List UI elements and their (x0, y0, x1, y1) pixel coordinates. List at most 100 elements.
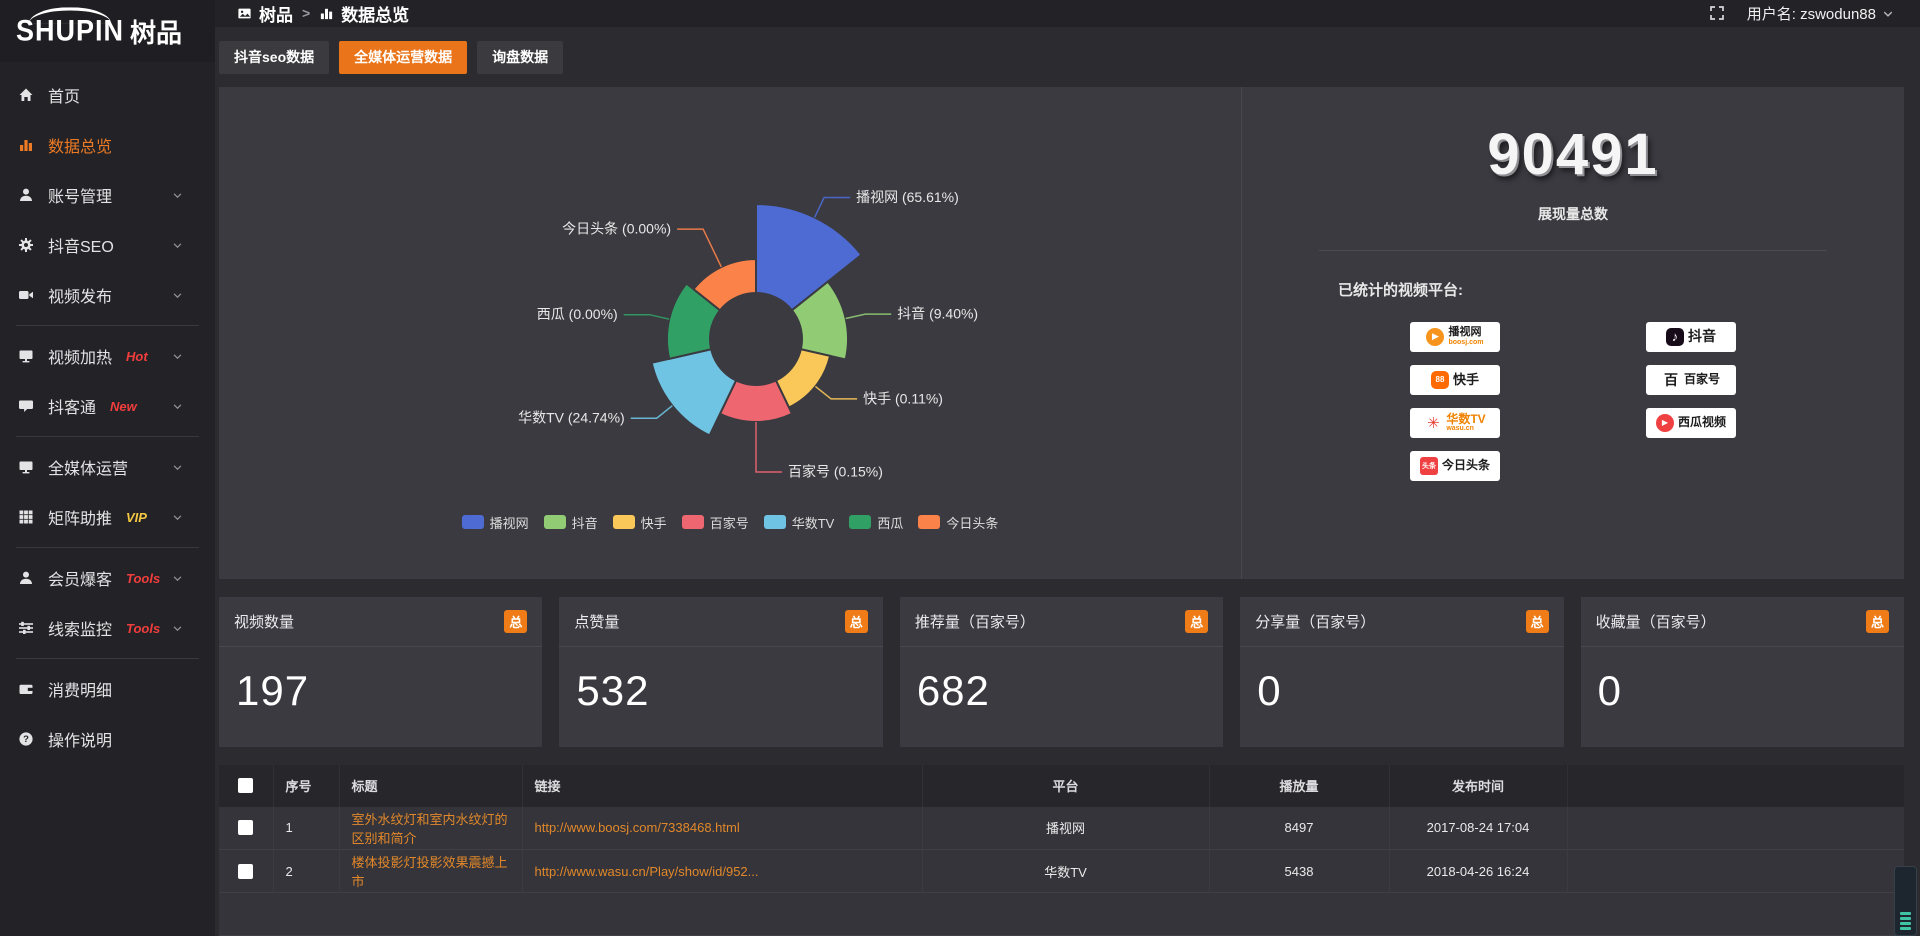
sidebar-item-label: 操作说明 (48, 733, 113, 750)
home-icon (19, 88, 33, 101)
sidebar-item-video-publish[interactable]: 视频发布 (0, 270, 215, 320)
legend-item-西瓜[interactable]: 西瓜 (849, 513, 903, 532)
user-menu[interactable]: 用户名: zswodun88 (1747, 3, 1894, 24)
topbar-right: 用户名: zswodun88 (1709, 3, 1894, 24)
table-body: 1 室外水纹灯和室内水纹灯的区别和简介 http://www.boosj.com… (219, 806, 1904, 936)
brand-logo[interactable]: SHUPIN 树品 (0, 0, 215, 62)
row-title-link[interactable]: 室外水纹灯和室内水纹灯的区别和简介 (339, 806, 523, 850)
stat-card-value: 0 (1597, 666, 1622, 714)
tab-inquiry-data[interactable]: 询盘数据 (477, 40, 564, 74)
legend-item-华数TV[interactable]: 华数TV (763, 513, 834, 532)
sidebar-divider (16, 547, 199, 548)
stat-card-title: 点赞量 (574, 613, 620, 631)
stat-card-视频数量: 视频数量 总 197 (219, 596, 543, 747)
legend-item-百家号[interactable]: 百家号 (681, 513, 749, 532)
platforms-label: 已统计的视频平台: (1338, 281, 1463, 299)
tab-omni-media-data[interactable]: 全媒体运营数据 (339, 40, 468, 74)
legend-item-播视网[interactable]: 播视网 (461, 513, 529, 532)
sidebar-item-label: 线索监控 (48, 622, 113, 639)
user-icon (20, 571, 32, 584)
tab-douyin-seo-data[interactable]: 抖音seo数据 (219, 40, 330, 74)
sidebar-item-home[interactable]: 首页 (0, 70, 215, 120)
sidebar-item-label: 数据总览 (48, 139, 113, 156)
select-all-header (219, 764, 274, 807)
legend-item-快手[interactable]: 快手 (612, 513, 667, 532)
stat-card-title: 视频数量 (234, 613, 295, 631)
row-url-link[interactable]: http://www.wasu.cn/Play/show/id/952... (522, 849, 923, 893)
legend-swatch (543, 515, 566, 529)
fullscreen-button[interactable] (1709, 5, 1725, 21)
row-checkbox[interactable] (238, 863, 254, 879)
video-icon (19, 291, 33, 299)
sidebar-item-matrix-boost[interactable]: 矩阵助推 VIP (0, 492, 215, 542)
sidebar-item-operation-guide[interactable]: ? 操作说明 (0, 714, 215, 764)
table-row-partial (219, 892, 1904, 936)
stat-card-title: 分享量（百家号） (1255, 613, 1376, 631)
select-all-checkbox[interactable] (238, 778, 254, 793)
stat-card-header: 推荐量（百家号） 总 (899, 597, 1224, 647)
videos-table: 序号 标题 链接 平台 播放量 发布时间 1 室外水纹灯和室内水纹灯的区别和简介 http… (219, 764, 1904, 936)
sidebar-item-clue-monitor[interactable]: 线索监控 Tools (0, 603, 215, 653)
boosj-logo-icon: ▶ (1426, 327, 1445, 346)
pie-label-西瓜: 西瓜 (0.00%) (537, 306, 618, 322)
row-index: 2 (273, 849, 340, 893)
breadcrumb-item-shupin[interactable]: 树品 (237, 1, 293, 26)
topbar: 树品 > 数据总览 用户名: zswodun88 (215, 0, 1920, 27)
row-url-link[interactable]: http://www.boosj.com/7338468.html (522, 806, 923, 850)
stats-cards: 视频数量 总 197 点赞量 总 532 推荐量（百家号） 总 682 分享量（… (219, 596, 1905, 747)
image-icon (238, 8, 251, 19)
column-header-发布时间: 发布时间 (1389, 764, 1568, 807)
platform-name: 抖音 (1688, 328, 1716, 345)
row-platform: 播视网 (922, 806, 1210, 850)
user-icon (20, 188, 32, 201)
pie-label-百家号: 百家号 (0.15%) (788, 463, 883, 479)
fullscreen-icon (1709, 6, 1724, 21)
total-badge: 总 (1525, 609, 1549, 633)
legend-label: 百家号 (709, 515, 749, 531)
legend-label: 快手 (640, 515, 667, 531)
breadcrumb: 树品 > 数据总览 (237, 1, 409, 26)
stat-card-推荐量（百家号）: 推荐量（百家号） 总 682 (899, 596, 1224, 747)
chevron-down-icon (173, 292, 182, 298)
sidebar-item-spend-detail[interactable]: 消费明细 (0, 664, 215, 714)
row-select-cell (219, 849, 274, 893)
sidebar-item-douyin-seo[interactable]: 抖音SEO (0, 220, 215, 270)
row-index: 1 (273, 806, 340, 850)
column-header-链接: 链接 (522, 764, 923, 807)
stat-card-header: 视频数量 总 (219, 597, 543, 647)
sidebar-item-omni-media[interactable]: 全媒体运营 (0, 442, 215, 492)
platform-name: 今日头条 (1441, 458, 1490, 473)
sidebar-divider (16, 325, 199, 326)
breadcrumb-item-data-overview[interactable]: 数据总览 (319, 1, 409, 26)
overview-panel: 播视网 (65.61%) 抖音 (9.40%) 快手 (0.11%) 百家号 (0.1… (219, 86, 1904, 579)
stat-card-title: 收藏量（百家号） (1595, 613, 1716, 631)
sidebar-item-label: 矩阵助推 (48, 511, 113, 528)
pie-label-今日头条: 今日头条 (0.00%) (562, 220, 671, 236)
sidebar-item-account-manage[interactable]: 账号管理 (0, 170, 215, 220)
legend-swatch (612, 515, 635, 529)
sidebar: SHUPIN 树品 首页数据总览账号管理抖音SEO 视频发布视频加热 Hot 抖客通 N… (0, 0, 215, 936)
platform-badge-抖音: ♪ 抖音 (1646, 321, 1736, 352)
breadcrumb-separator: > (302, 5, 311, 22)
row-checkbox[interactable] (238, 820, 254, 836)
floating-widget[interactable] (1894, 866, 1917, 936)
pie-label-播视网: 播视网 (65.61%) (856, 189, 959, 205)
sidebar-item-member-baoke[interactable]: 会员爆客 Tools (0, 553, 215, 603)
pie-label-华数TV: 华数TV (24.74%) (518, 409, 625, 425)
chat-icon (19, 400, 33, 412)
row-title-link[interactable]: 楼体投影灯投影效果震撼上市 (339, 849, 523, 893)
row-empty-cell (1567, 850, 1904, 893)
divider (1319, 249, 1827, 251)
legend-item-今日头条[interactable]: 今日头条 (918, 513, 998, 532)
sidebar-item-video-heat[interactable]: 视频加热 Hot (0, 331, 215, 381)
platform-pie-chart[interactable]: 播视网 (65.61%) 抖音 (9.40%) 快手 (0.11%) 百家号 (0.1… (219, 87, 1241, 579)
sidebar-item-label: 抖音SEO (48, 239, 114, 256)
sidebar-item-label: 全媒体运营 (48, 461, 129, 478)
sidebar-item-data-overview[interactable]: 数据总览 (0, 120, 215, 170)
legend-item-抖音[interactable]: 抖音 (543, 513, 598, 532)
sidebar-item-badge: Tools (126, 570, 161, 586)
sidebar-item-douketong[interactable]: 抖客通 New (0, 381, 215, 431)
total-impressions-value: 90491 (1487, 121, 1659, 187)
chevron-down-icon (173, 514, 182, 520)
pie-leader-line (845, 312, 892, 319)
